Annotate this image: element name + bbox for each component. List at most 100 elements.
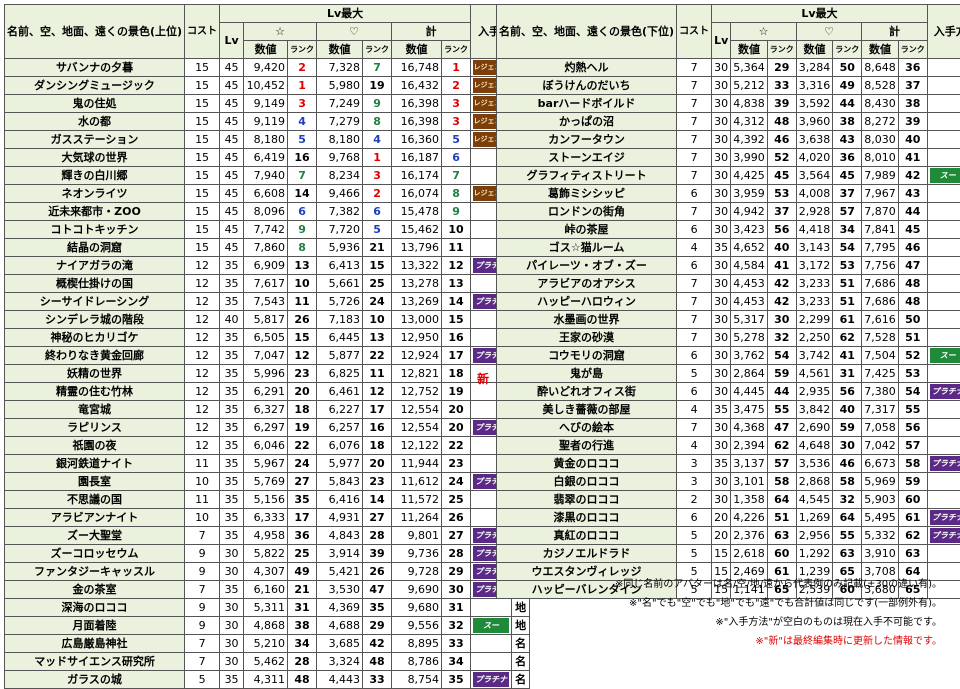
acquisition-method bbox=[927, 365, 960, 383]
value-header: 数値 bbox=[392, 41, 442, 59]
heart-rank: 24 bbox=[363, 293, 392, 311]
total-value: 8,528 bbox=[862, 77, 899, 95]
value-header: 数値 bbox=[862, 41, 899, 59]
total-rank: 10 bbox=[442, 221, 471, 239]
rank-header: ランク bbox=[442, 41, 471, 59]
heart-rank: 64 bbox=[833, 509, 862, 527]
lv-value: 45 bbox=[220, 59, 244, 77]
star-rank: 5 bbox=[288, 131, 317, 149]
star-rank: 1 bbox=[288, 77, 317, 95]
cost-value: 4 bbox=[677, 239, 712, 257]
cost-value: 15 bbox=[185, 113, 220, 131]
star-value: 6,333 bbox=[244, 509, 288, 527]
lv-value: 30 bbox=[220, 617, 244, 635]
lv-value: 35 bbox=[220, 329, 244, 347]
star-rank: 16 bbox=[288, 149, 317, 167]
star-rank: 42 bbox=[767, 275, 796, 293]
rank-header: ランク bbox=[767, 41, 796, 59]
star-value: 4,425 bbox=[731, 167, 768, 185]
heart-rank: 20 bbox=[363, 455, 392, 473]
total-rank: 13 bbox=[442, 275, 471, 293]
total-rank: 44 bbox=[898, 203, 927, 221]
cost-value: 6 bbox=[677, 509, 712, 527]
rank-header: ランク bbox=[288, 41, 317, 59]
lv-value: 30 bbox=[712, 329, 731, 347]
heart-rank: 58 bbox=[833, 473, 862, 491]
total-rank: 3 bbox=[442, 95, 471, 113]
heart-rank: 51 bbox=[833, 275, 862, 293]
cost-value: 7 bbox=[677, 167, 712, 185]
acquisition-method: スー bbox=[927, 347, 960, 365]
avatar-name: 月面着陸 bbox=[5, 617, 185, 635]
total-value: 6,673 bbox=[862, 455, 899, 473]
rank-header: ランク bbox=[833, 41, 862, 59]
star-value: 6,291 bbox=[244, 383, 288, 401]
star-rank: 37 bbox=[767, 203, 796, 221]
acquisition-method bbox=[927, 401, 960, 419]
total-value: 16,360 bbox=[392, 131, 442, 149]
cost-value: 12 bbox=[185, 437, 220, 455]
heart-value: 1,292 bbox=[796, 545, 833, 563]
cost-value: 9 bbox=[185, 599, 220, 617]
lv-value: 30 bbox=[712, 419, 731, 437]
total-rank: 27 bbox=[442, 527, 471, 545]
cost-value: 7 bbox=[677, 311, 712, 329]
heart-value: 3,143 bbox=[796, 239, 833, 257]
star-value: 2,376 bbox=[731, 527, 768, 545]
total-rank: 40 bbox=[898, 131, 927, 149]
total-rank: 59 bbox=[898, 473, 927, 491]
cost-header: コスト bbox=[677, 5, 712, 59]
cost-value: 15 bbox=[185, 95, 220, 113]
star-rank: 15 bbox=[288, 329, 317, 347]
heart-rank: 10 bbox=[363, 311, 392, 329]
avatar-name: 王家の砂漠 bbox=[497, 329, 677, 347]
total-value: 11,944 bbox=[392, 455, 442, 473]
heart-value: 5,421 bbox=[317, 563, 363, 581]
avatar-name: サバンナの夕暮 bbox=[5, 59, 185, 77]
lv-value: 30 bbox=[712, 257, 731, 275]
total-value: 7,042 bbox=[862, 437, 899, 455]
star-rank: 8 bbox=[288, 239, 317, 257]
avatar-name: 竜宮城 bbox=[5, 401, 185, 419]
heart-rank: 19 bbox=[363, 77, 392, 95]
star-rank: 9 bbox=[288, 221, 317, 239]
heart-header: ♡ bbox=[796, 23, 862, 41]
star-rank: 31 bbox=[288, 599, 317, 617]
heart-value: 4,931 bbox=[317, 509, 363, 527]
heart-rank: 29 bbox=[363, 617, 392, 635]
total-value: 9,690 bbox=[392, 581, 442, 599]
total-value: 8,648 bbox=[862, 59, 899, 77]
star-value: 5,311 bbox=[244, 599, 288, 617]
heart-rank: 1 bbox=[363, 149, 392, 167]
total-value: 7,756 bbox=[862, 257, 899, 275]
star-rank: 54 bbox=[767, 347, 796, 365]
star-value: 4,868 bbox=[244, 617, 288, 635]
cost-value: 4 bbox=[677, 401, 712, 419]
heart-rank: 30 bbox=[833, 437, 862, 455]
heart-rank: 3 bbox=[363, 167, 392, 185]
total-rank: 60 bbox=[898, 491, 927, 509]
lv-value: 20 bbox=[712, 527, 731, 545]
heart-value: 6,416 bbox=[317, 491, 363, 509]
heart-value: 3,316 bbox=[796, 77, 833, 95]
total-rank: 42 bbox=[898, 167, 927, 185]
total-value: 16,187 bbox=[392, 149, 442, 167]
star-rank: 64 bbox=[767, 491, 796, 509]
heart-rank: 44 bbox=[833, 95, 862, 113]
total-value: 5,969 bbox=[862, 473, 899, 491]
star-rank: 11 bbox=[288, 293, 317, 311]
avatar-name: 終わりなき黄金回廊 bbox=[5, 347, 185, 365]
total-rank: 39 bbox=[898, 113, 927, 131]
total-rank: 51 bbox=[898, 329, 927, 347]
heart-rank: 21 bbox=[363, 239, 392, 257]
heart-rank: 43 bbox=[833, 131, 862, 149]
heart-rank: 27 bbox=[363, 509, 392, 527]
